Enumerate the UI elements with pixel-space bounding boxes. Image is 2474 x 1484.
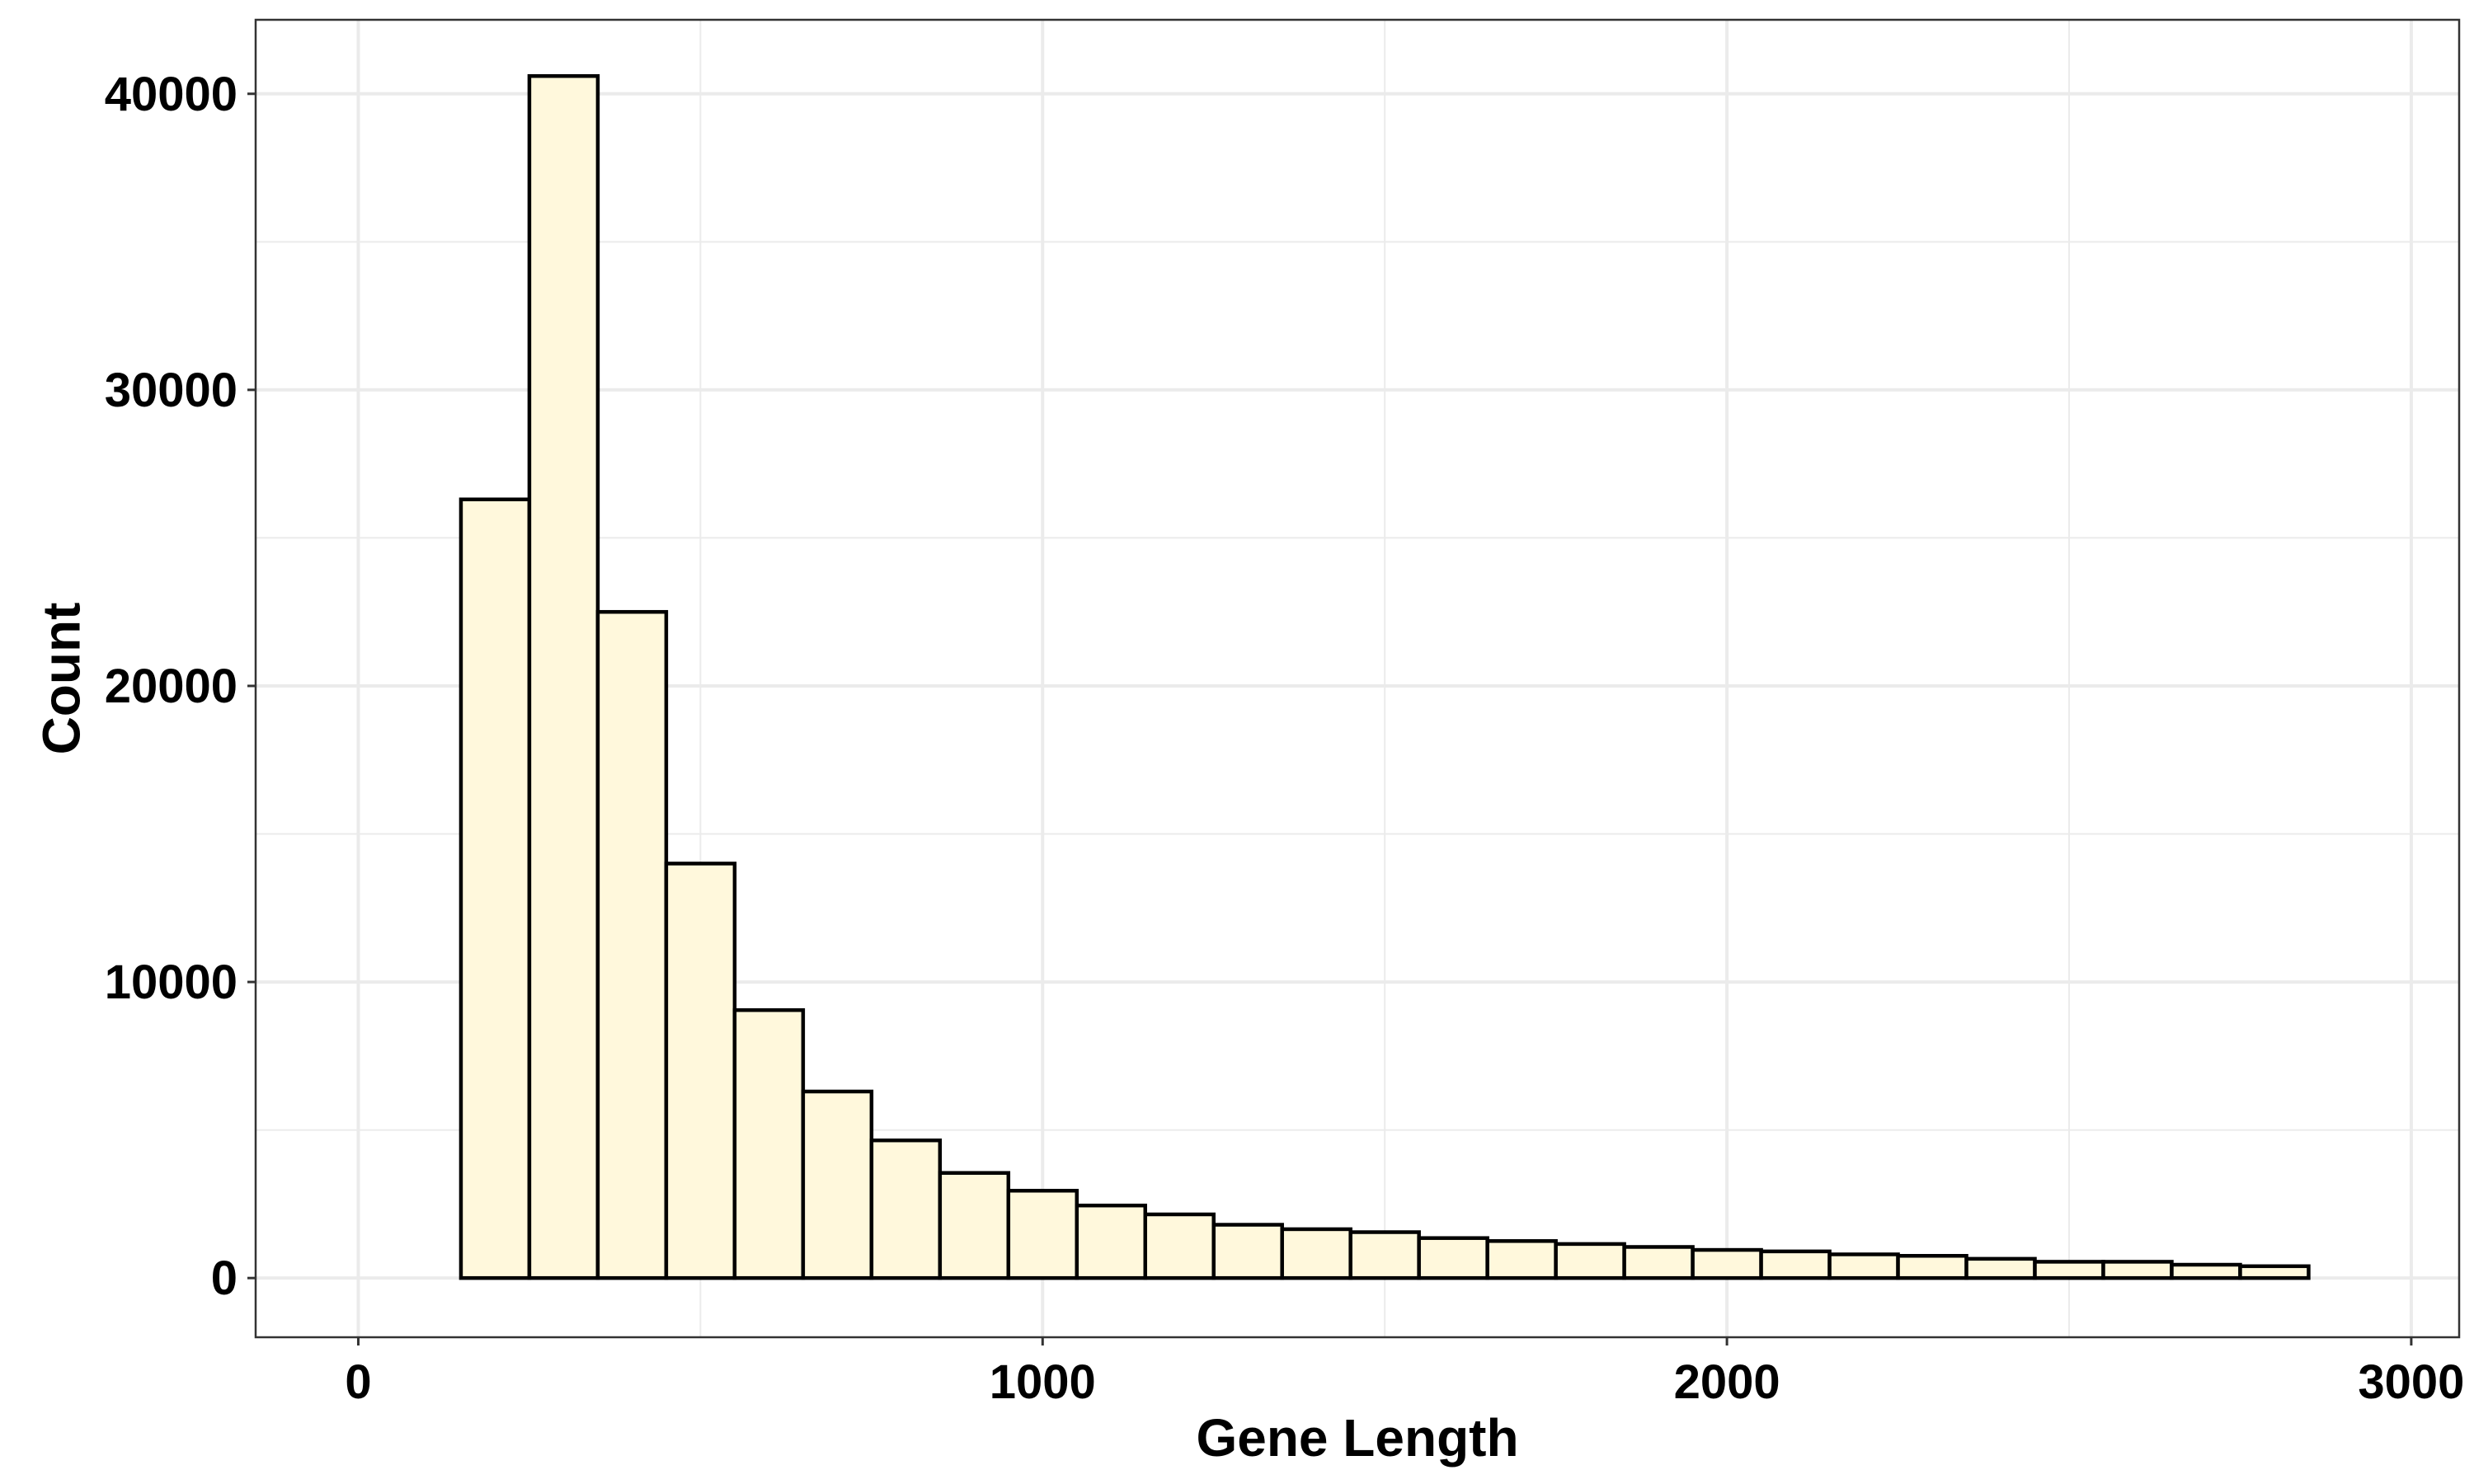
histogram-bar <box>1759 1249 1832 1280</box>
y-tick-label: 40000 <box>105 68 238 121</box>
histogram-bar <box>869 1138 943 1280</box>
histogram-bar <box>1827 1252 1900 1280</box>
histogram-bar <box>1075 1203 1148 1280</box>
histogram-bar <box>595 609 669 1280</box>
histogram-bar <box>1554 1242 1626 1280</box>
y-tick-label: 10000 <box>105 956 238 1009</box>
x-tick-label: 2000 <box>1674 1355 1780 1409</box>
histogram-bar <box>1691 1247 1763 1280</box>
y-axis-title: Count <box>31 603 91 755</box>
bars <box>459 73 2311 1280</box>
histogram-bar <box>938 1171 1011 1280</box>
histogram-bar <box>1485 1239 1558 1280</box>
panel-border <box>254 18 2461 1339</box>
histogram-bar <box>664 862 737 1280</box>
y-tick-label: 0 <box>211 1252 238 1305</box>
x-tick-label: 3000 <box>2358 1355 2464 1409</box>
histogram-bar <box>1006 1188 1079 1280</box>
histogram-bar <box>2033 1260 2105 1280</box>
x-tick-label: 0 <box>345 1355 371 1409</box>
histogram-bar <box>2238 1264 2311 1280</box>
y-tick-label: 30000 <box>105 364 238 417</box>
x-tick-label: 1000 <box>990 1355 1096 1409</box>
x-axis-ticks: 0 1000 2000 3000 <box>345 1337 2464 1409</box>
histogram-bar <box>732 1007 806 1280</box>
y-tick-label: 20000 <box>105 660 238 713</box>
histogram-bar <box>1143 1212 1216 1280</box>
histogram-bar <box>1348 1230 1421 1280</box>
histogram-bar <box>801 1089 874 1280</box>
histogram-bar <box>459 497 532 1280</box>
x-axis-title: Gene Length <box>1196 1408 1518 1468</box>
histogram-bar <box>1417 1236 1489 1280</box>
grid <box>256 20 2459 1337</box>
histogram-bar <box>2170 1262 2242 1280</box>
histogram-bar <box>527 73 600 1280</box>
histogram-bar <box>1964 1256 2037 1280</box>
y-axis-ticks: 0 10000 20000 30000 40000 <box>105 68 256 1305</box>
histogram-bar <box>1622 1245 1695 1280</box>
histogram-bar <box>1280 1227 1352 1280</box>
histogram-bar <box>1211 1223 1284 1280</box>
histogram-bar <box>2101 1260 2174 1280</box>
histogram-bar <box>1896 1253 1968 1280</box>
